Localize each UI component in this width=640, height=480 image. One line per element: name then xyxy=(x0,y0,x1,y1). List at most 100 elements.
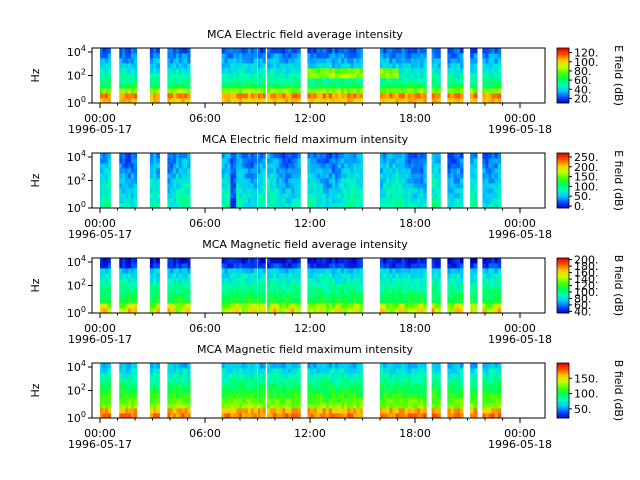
spectrogram-cell xyxy=(227,83,231,89)
spectrogram-cell xyxy=(344,388,348,394)
spectrogram-cell xyxy=(260,63,264,69)
spectrogram-cell xyxy=(170,173,174,179)
spectrogram-cell xyxy=(344,283,348,289)
colorbar-tick-label: 160. xyxy=(574,267,599,280)
spectrogram-cell xyxy=(285,73,289,79)
spectrogram-cell xyxy=(459,68,464,74)
spectrogram-cell xyxy=(410,153,415,159)
spectrogram-cell xyxy=(344,403,348,409)
spectrogram-cell xyxy=(319,363,324,369)
spectrogram-cell xyxy=(404,298,409,304)
spectrogram-cell xyxy=(242,308,246,314)
spectrogram-cell xyxy=(167,388,171,394)
spectrogram-cell xyxy=(482,258,486,264)
spectrogram-cell xyxy=(128,383,132,389)
spectrogram-cell xyxy=(310,268,314,274)
spectrogram-cell xyxy=(356,93,360,99)
spectrogram-cell xyxy=(294,263,298,269)
spectrogram-cell xyxy=(353,363,357,369)
spectrogram-cell xyxy=(350,258,354,264)
spectrogram-cell xyxy=(410,93,415,99)
spectrogram-cell xyxy=(431,393,435,399)
spectrogram-cell xyxy=(167,88,171,94)
spectrogram-cell xyxy=(434,278,438,284)
spectrogram-cell xyxy=(291,168,295,174)
spectrogram-cell xyxy=(420,273,424,279)
spectrogram-cell xyxy=(417,278,421,284)
spectrogram-cell xyxy=(347,303,351,309)
spectrogram-cell xyxy=(125,273,129,279)
spectrogram-cell xyxy=(170,83,174,89)
spectrogram-cell xyxy=(359,413,363,419)
spectrogram-cell xyxy=(221,53,225,59)
spectrogram-cell xyxy=(334,378,339,384)
spectrogram-cell xyxy=(170,388,174,394)
spectrogram-cell xyxy=(414,183,418,189)
spectrogram-cell xyxy=(285,173,289,179)
spectrogram-cell xyxy=(133,153,138,159)
spectrogram-cell xyxy=(153,258,157,264)
spectrogram-cell xyxy=(276,158,280,164)
spectrogram-cell xyxy=(347,383,351,389)
spectrogram-cell xyxy=(279,383,283,389)
spectrogram-cell xyxy=(450,73,455,79)
spectrogram-cell xyxy=(482,98,486,104)
spectrogram-cell xyxy=(470,268,475,274)
spectrogram-cell xyxy=(456,58,461,64)
spectrogram-cell xyxy=(282,163,286,169)
spectrogram-cell xyxy=(423,168,427,174)
spectrogram-cell xyxy=(407,368,412,374)
spectrogram-cell xyxy=(401,83,406,89)
data-segment xyxy=(221,153,258,209)
spectrogram-cell xyxy=(437,383,441,389)
spectrogram-cell xyxy=(389,183,393,189)
spectrogram-cell xyxy=(347,153,351,159)
spectrogram-cell xyxy=(221,63,225,69)
spectrogram-cell xyxy=(316,403,321,409)
spectrogram-cell xyxy=(125,153,129,159)
spectrogram-cell xyxy=(133,288,138,294)
spectrogram-cell xyxy=(325,273,330,279)
spectrogram-cell xyxy=(119,398,123,404)
spectrogram-cell xyxy=(244,408,249,414)
spectrogram-cell xyxy=(279,288,283,294)
spectrogram-cell xyxy=(328,68,333,74)
spectrogram-cell xyxy=(224,93,228,99)
spectrogram-cell xyxy=(392,168,396,174)
spectrogram-cell xyxy=(239,53,243,59)
spectrogram-cell xyxy=(253,403,258,409)
spectrogram-cell xyxy=(456,78,461,84)
spectrogram-cell xyxy=(230,68,234,74)
spectrogram-cell xyxy=(334,308,339,314)
spectrogram-cell xyxy=(178,68,182,74)
spectrogram-cell xyxy=(437,308,441,314)
spectrogram-cell xyxy=(244,368,249,374)
spectrogram-cell xyxy=(434,178,438,184)
spectrogram-cell xyxy=(153,53,157,59)
spectrogram-cell xyxy=(488,298,492,304)
data-segment xyxy=(167,258,191,314)
spectrogram-cell xyxy=(133,293,138,299)
spectrogram-cell xyxy=(253,78,258,84)
spectrogram-cell xyxy=(242,53,246,59)
spectrogram-cell xyxy=(133,168,138,174)
spectrogram-cell xyxy=(227,153,231,159)
spectrogram-cell xyxy=(130,403,135,409)
spectrogram-cell xyxy=(297,78,301,84)
spectrogram-cell xyxy=(279,388,283,394)
spectrogram-cell xyxy=(227,398,231,404)
spectrogram-cell xyxy=(404,373,409,379)
spectrogram-cell xyxy=(173,258,177,264)
spectrogram-cell xyxy=(297,188,301,194)
spectrogram-cell xyxy=(187,83,191,89)
spectrogram-cell xyxy=(262,198,266,204)
spectrogram-cell xyxy=(178,388,182,394)
spectrogram-cell xyxy=(184,153,188,159)
spectrogram-cell xyxy=(459,288,464,294)
spectrogram-cell xyxy=(389,153,393,159)
spectrogram-cell xyxy=(102,268,106,274)
spectrogram-cell xyxy=(267,308,271,314)
spectrogram-cell xyxy=(356,198,360,204)
spectrogram-cell xyxy=(395,93,399,99)
spectrogram-cell xyxy=(267,63,271,69)
